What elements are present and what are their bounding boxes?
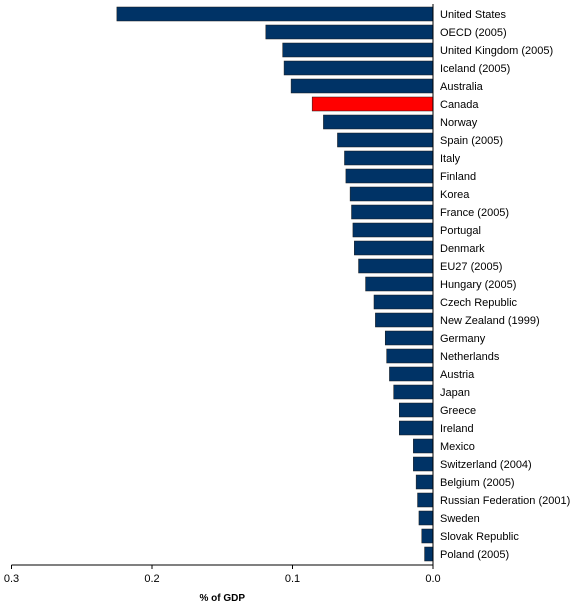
bar-france-2005 — [351, 204, 434, 220]
bar-canada — [311, 96, 434, 112]
category-label-greece: Greece — [440, 405, 476, 417]
category-label-spain-2005: Spain (2005) — [440, 135, 503, 147]
bar-belgium-2005 — [415, 474, 434, 490]
category-label-australia: Australia — [440, 81, 484, 93]
category-label-norway: Norway — [440, 117, 478, 129]
bar-oecd-2005 — [265, 24, 434, 40]
category-label-oecd-2005: OECD (2005) — [440, 27, 507, 39]
bar-mexico — [413, 438, 434, 454]
category-label-portugal: Portugal — [440, 225, 481, 237]
bar-spain-2005 — [337, 132, 434, 148]
bar-slovak-republic — [421, 528, 434, 544]
bar-russian-federation-2001 — [417, 492, 434, 508]
category-label-denmark: Denmark — [440, 243, 485, 255]
bar-denmark — [354, 240, 434, 256]
bar-hungary-2005 — [365, 276, 434, 292]
bar-italy — [344, 150, 434, 166]
bar-greece — [399, 402, 434, 418]
x-tick-label: 0.0 — [425, 573, 440, 585]
bar-czech-republic — [373, 294, 434, 310]
category-label-mexico: Mexico — [440, 441, 475, 453]
category-label-korea: Korea — [440, 189, 470, 201]
bar-norway — [323, 114, 434, 130]
bar-poland-2005 — [424, 546, 434, 562]
category-labels: United States OECD (2005) United Kingdom (… — [440, 9, 570, 561]
x-tick-label: 0.3 — [4, 573, 19, 585]
category-label-canada: Canada — [440, 99, 479, 111]
category-label-iceland-2005: Iceland (2005) — [440, 63, 510, 75]
x-axis-title: % of GDP — [199, 593, 245, 604]
bar-new-zealand-1999 — [375, 312, 434, 328]
category-label-finland: Finland — [440, 171, 476, 183]
bar-ireland — [399, 420, 434, 436]
category-label-eu27-2005: EU27 (2005) — [440, 261, 502, 273]
bar-united-states — [116, 6, 434, 22]
category-label-ireland: Ireland — [440, 423, 474, 435]
category-label-united-kingdom-2005: United Kingdom (2005) — [440, 45, 553, 57]
category-label-sweden: Sweden — [440, 513, 480, 525]
category-label-russian-federation-2001: Russian Federation (2001) — [440, 495, 570, 507]
category-label-belgium-2005: Belgium (2005) — [440, 477, 515, 489]
category-label-czech-republic: Czech Republic — [440, 297, 518, 309]
bar-korea — [349, 186, 434, 202]
bar-sweden — [418, 510, 434, 526]
bar-australia — [290, 78, 434, 94]
x-tick-label: 0.1 — [285, 573, 300, 585]
category-label-france-2005: France (2005) — [440, 207, 509, 219]
bar-japan — [393, 384, 434, 400]
bar-united-kingdom-2005 — [282, 42, 434, 58]
category-label-hungary-2005: Hungary (2005) — [440, 279, 516, 291]
category-label-slovak-republic: Slovak Republic — [440, 531, 519, 543]
bars-layer — [116, 6, 434, 562]
category-label-united-states: United States — [440, 9, 507, 21]
category-label-switzerland-2004: Switzerland (2004) — [440, 459, 532, 471]
bar-netherlands — [386, 348, 434, 364]
bar-germany — [384, 330, 434, 346]
category-label-austria: Austria — [440, 369, 475, 381]
x-tick-label: 0.2 — [144, 573, 159, 585]
category-label-poland-2005: Poland (2005) — [440, 549, 509, 561]
x-axis-ticks: 0.3 0.2 0.1 0.0 — [4, 565, 441, 585]
category-label-netherlands: Netherlands — [440, 351, 500, 363]
bar-iceland-2005 — [283, 60, 434, 76]
category-label-japan: Japan — [440, 387, 470, 399]
category-label-new-zealand-1999: New Zealand (1999) — [440, 315, 540, 327]
bar-eu27-2005 — [358, 258, 434, 274]
bar-austria — [389, 366, 434, 382]
bar-switzerland-2004 — [413, 456, 434, 472]
bar-portugal — [352, 222, 434, 238]
category-label-italy: Italy — [440, 153, 461, 165]
bar-finland — [345, 168, 434, 184]
category-label-germany: Germany — [440, 333, 486, 345]
